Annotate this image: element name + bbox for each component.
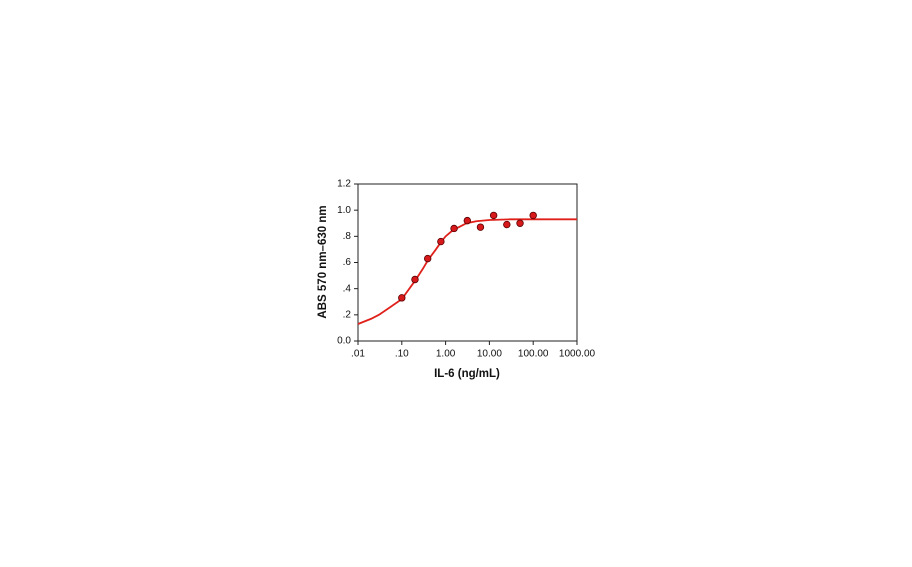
data-point (489, 211, 498, 220)
data-point (411, 275, 419, 284)
x-tick-label: 10.00 (477, 349, 502, 360)
plot-frame (357, 183, 578, 342)
data-point (476, 223, 485, 231)
data-point (398, 294, 406, 302)
data-point (450, 224, 458, 233)
data-point (516, 219, 524, 227)
y-tick-label: 1.2 (337, 179, 351, 190)
x-tick-label: .01 (351, 349, 365, 360)
y-tick-label: .6 (343, 257, 352, 268)
y-tick-label: 0.0 (337, 336, 351, 347)
x-tick-label: 100.00 (518, 349, 549, 360)
data-point (423, 254, 432, 263)
y-tick-label: .2 (343, 309, 352, 320)
data-point (529, 211, 537, 220)
fit-curve (357, 218, 577, 325)
y-tick-label: .4 (343, 283, 352, 294)
data-point (437, 237, 445, 246)
x-tick-label: 1.00 (436, 349, 456, 360)
data-point (503, 220, 511, 229)
x-tick-label: 1000.00 (559, 349, 596, 360)
y-tick-label: 1.0 (337, 205, 351, 216)
y-tick-label: .8 (343, 231, 352, 242)
y-axis-title: ABS 570 nm–630 nm (317, 205, 329, 318)
data-point (463, 216, 472, 225)
x-axis-title: IL-6 (ng/mL) (434, 368, 500, 380)
x-tick-label: .10 (395, 349, 409, 360)
